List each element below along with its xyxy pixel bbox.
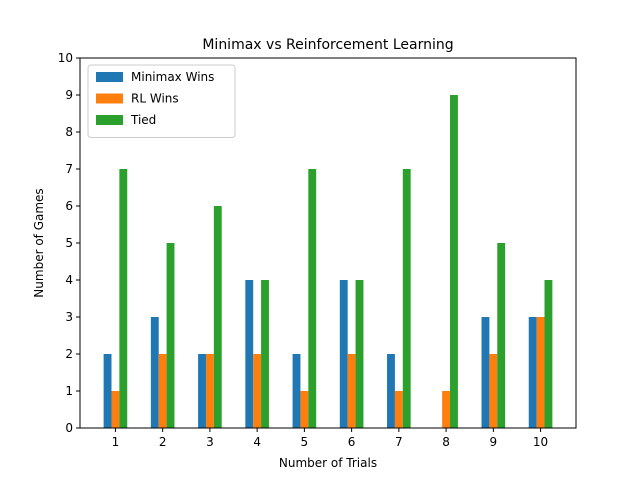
- bar-rl-wins-8: [442, 391, 451, 428]
- x-tick-label: 10: [533, 435, 548, 449]
- bar-minimax-wins-2: [150, 317, 159, 428]
- y-tick-label: 0: [65, 421, 73, 435]
- bar-tied-8: [450, 95, 458, 428]
- y-tick-label: 5: [65, 236, 73, 250]
- bar-rl-wins-10: [536, 317, 545, 428]
- legend-box: [87, 64, 236, 138]
- y-tick-label: 2: [65, 347, 73, 361]
- y-tick-label: 10: [58, 51, 73, 65]
- bar-minimax-wins-10: [528, 317, 537, 428]
- bar-rl-wins-1: [111, 391, 120, 428]
- bar-tied-1: [119, 169, 128, 428]
- bar-minimax-wins-9: [481, 317, 490, 428]
- y-tick-label: 1: [65, 384, 73, 398]
- x-tick-label: 8: [442, 435, 450, 449]
- bar-rl-wins-2: [158, 354, 167, 428]
- legend-swatch: [96, 115, 123, 125]
- bar-tied-2: [166, 243, 175, 428]
- y-axis: 0 1 2 3 4 5 6 7 8 9 10: [58, 51, 80, 435]
- plot-frame: [79, 57, 577, 429]
- y-tick-label: 3: [65, 310, 73, 324]
- bar-minimax-wins-5: [292, 354, 301, 428]
- chart-title: Minimax vs Reinforcement Learning: [202, 37, 453, 53]
- bar-tied-5: [308, 169, 317, 428]
- bar-tied-6: [355, 280, 364, 428]
- x-tick-label: 2: [159, 435, 167, 449]
- x-tick-label: 5: [301, 435, 309, 449]
- bar-tied-9: [497, 243, 506, 428]
- legend-swatch: [96, 72, 123, 82]
- legend-label: Minimax Wins: [131, 70, 214, 84]
- y-tick-label: 6: [65, 199, 73, 213]
- bar-minimax-wins-3: [198, 354, 206, 428]
- legend-label: RL Wins: [131, 92, 179, 106]
- bar-rl-wins-5: [300, 391, 309, 428]
- x-axis: 1 2 3 4 5 6 7 8 9 10: [112, 428, 548, 449]
- bar-rl-wins-9: [489, 354, 498, 428]
- bar-group: [103, 95, 553, 428]
- x-tick-label: 7: [395, 435, 403, 449]
- bar-minimax-wins-7: [387, 354, 395, 428]
- y-tick-label: 8: [65, 125, 73, 139]
- y-tick-label: 4: [65, 273, 73, 287]
- bar-rl-wins-6: [347, 354, 356, 428]
- bar-tied-3: [213, 206, 222, 428]
- x-tick-label: 4: [253, 435, 261, 449]
- y-axis-label: Number of Games: [32, 188, 46, 297]
- bar-rl-wins-4: [253, 354, 262, 428]
- bar-rl-wins-7: [394, 391, 403, 428]
- x-tick-label: 9: [490, 435, 498, 449]
- legend-label: Tied: [130, 113, 156, 127]
- bar-minimax-wins-4: [245, 280, 254, 428]
- bar-rl-wins-3: [205, 354, 214, 428]
- x-tick-label: 1: [112, 435, 120, 449]
- bar-tied-4: [261, 280, 269, 428]
- x-tick-label: 6: [348, 435, 356, 449]
- x-axis-label: Number of Trials: [279, 456, 377, 470]
- y-tick-label: 9: [65, 88, 73, 102]
- bar-tied-10: [544, 280, 553, 428]
- x-tick-label: 3: [206, 435, 214, 449]
- bar-tied-7: [402, 169, 411, 428]
- bar-minimax-wins-1: [103, 354, 112, 428]
- y-tick-label: 7: [65, 162, 73, 176]
- legend: Minimax Wins RL Wins Tied: [87, 64, 236, 138]
- bar-minimax-wins-6: [339, 280, 348, 428]
- legend-swatch: [96, 93, 123, 104]
